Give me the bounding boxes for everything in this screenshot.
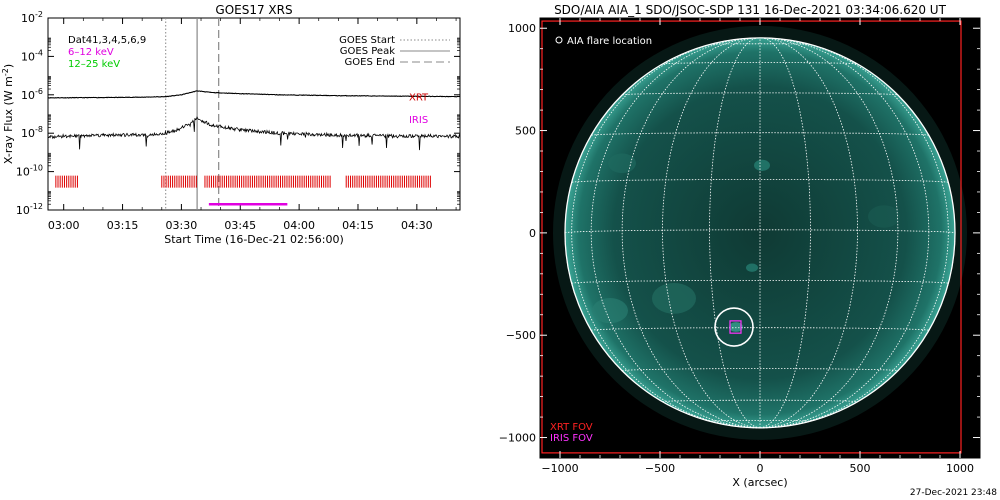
- y-tick-label: 10-4: [21, 48, 43, 63]
- legend-label-12-25kev: 12–25 keV: [68, 59, 120, 70]
- latitude-line: [590, 327, 930, 331]
- active-region: [652, 282, 696, 314]
- aia-x-tick-label: −500: [645, 462, 675, 475]
- goes-long-channel-curve: [48, 90, 460, 99]
- goes-x-axis-label: Start Time (16-Dec-21 02:56:00): [164, 233, 344, 246]
- y-tick-label: 10-6: [21, 87, 43, 102]
- goes-event-markers: [165, 18, 220, 210]
- aia-y-tick-label: −1000: [499, 432, 536, 445]
- longitude-line: [621, 37, 761, 429]
- goes-short-channel-curve: [48, 116, 460, 151]
- legend-goes-end: GOES End: [345, 57, 395, 68]
- x-tick-label: 03:45: [224, 219, 256, 232]
- goes-xrs-panel: GOES17 XRS 10-12 10-10 10-8 10-6 10-4 10-2 03…: [1, 3, 461, 246]
- aia-legend-bottom: XRT FOV IRIS FOV: [550, 422, 593, 444]
- x-tick-label: 03:30: [166, 219, 198, 232]
- latitude-line: [709, 420, 811, 422]
- longitude-line: [759, 37, 811, 429]
- y-tick-label: 10-2: [21, 10, 43, 25]
- flare-location-symbol: [555, 36, 563, 44]
- goes-legend-right: GOES Start GOES Peak GOES End: [339, 35, 450, 68]
- aia-legend-top: AIA flare location: [555, 36, 652, 47]
- x-tick-label: 04:30: [401, 219, 433, 232]
- latitude-line: [591, 132, 929, 136]
- legend-label-6-12kev: 6–12 keV: [68, 47, 114, 58]
- legend-iris-fov: IRIS FOV: [550, 433, 593, 444]
- aia-y-tick-label: 0: [529, 227, 536, 240]
- aia-image-panel: SDO/AIA AIA_1 SDO/JSOC-SDP 131 16-Dec-20…: [499, 3, 981, 489]
- goes-legend-left: Dat41,3,4,5,6,9 6–12 keV 12–25 keV: [68, 35, 146, 70]
- latitude-line: [564, 229, 956, 234]
- aia-x-tick-label: −1000: [541, 462, 578, 475]
- legend-xrt-fov: XRT FOV: [550, 422, 593, 433]
- heliographic-grid: [564, 37, 956, 429]
- x-tick-label: 04:00: [283, 219, 315, 232]
- x-tick-label: 03:15: [107, 219, 139, 232]
- active-region: [729, 322, 743, 332]
- aia-y-tick-label: 500: [515, 125, 536, 138]
- aia-x-axis-label: X (arcsec): [732, 476, 787, 489]
- aia-x-tick-label: 0: [757, 462, 764, 475]
- aia-chart-title: SDO/AIA AIA_1 SDO/JSOC-SDP 131 16-Dec-20…: [554, 3, 947, 17]
- goes-curves: [48, 90, 460, 151]
- active-region: [592, 298, 628, 324]
- annotation-xrt: XRT: [409, 93, 429, 104]
- legend-aia-flare-location: AIA flare location: [567, 36, 652, 47]
- active-region: [754, 159, 770, 171]
- goes-y-axis-label: X-ray Flux (W m-2): [1, 64, 15, 164]
- y-tick-label: 10-8: [21, 125, 43, 140]
- latitude-line: [571, 280, 949, 284]
- aia-y-tick-label: 1000: [508, 22, 536, 35]
- longitude-line: [709, 37, 761, 429]
- aia-axes: −1000 −500 0 500 1000 −1000 −500 0 500 1000: [499, 18, 980, 475]
- y-tick-label: 10-10: [16, 164, 43, 179]
- longitude-line: [759, 38, 949, 429]
- latitude-line: [571, 179, 949, 183]
- xrt-fov-box: [541, 20, 962, 454]
- active-region: [608, 153, 636, 174]
- goes-chart-title: GOES17 XRS: [215, 3, 292, 17]
- aia-x-tick-label: 500: [850, 462, 871, 475]
- latitude-line: [621, 368, 899, 372]
- goes-x-axis: 03:00 03:15 03:30 03:45 04:00 04:15 04:30: [48, 18, 457, 232]
- iris-fov-box: [729, 320, 742, 334]
- longitude-line: [571, 38, 761, 429]
- active-region: [868, 205, 900, 228]
- longitude-line: [590, 37, 761, 429]
- fov-boxes: [541, 20, 962, 454]
- legend-label-channels: Dat41,3,4,5,6,9: [68, 35, 146, 46]
- latitude-line: [662, 62, 858, 65]
- aia-y-tick-label: −500: [506, 329, 536, 342]
- longitude-line: [759, 37, 899, 429]
- flare-location-circle: [714, 307, 754, 347]
- x-tick-label: 04:15: [342, 219, 374, 232]
- latitude-line: [662, 399, 858, 403]
- annotation-iris: IRIS: [409, 115, 428, 126]
- legend-goes-peak: GOES Peak: [340, 46, 395, 57]
- legend-goes-start: GOES Start: [339, 35, 395, 46]
- y-tick-label: 10-12: [16, 202, 43, 217]
- active-region: [746, 263, 758, 272]
- render-timestamp: 27-Dec-2021 23:48: [910, 488, 997, 498]
- aia-x-tick-label: 1000: [946, 462, 974, 475]
- longitude-line: [759, 37, 930, 429]
- xrt-observation-ticks: [55, 175, 431, 188]
- x-tick-label: 03:00: [48, 219, 80, 232]
